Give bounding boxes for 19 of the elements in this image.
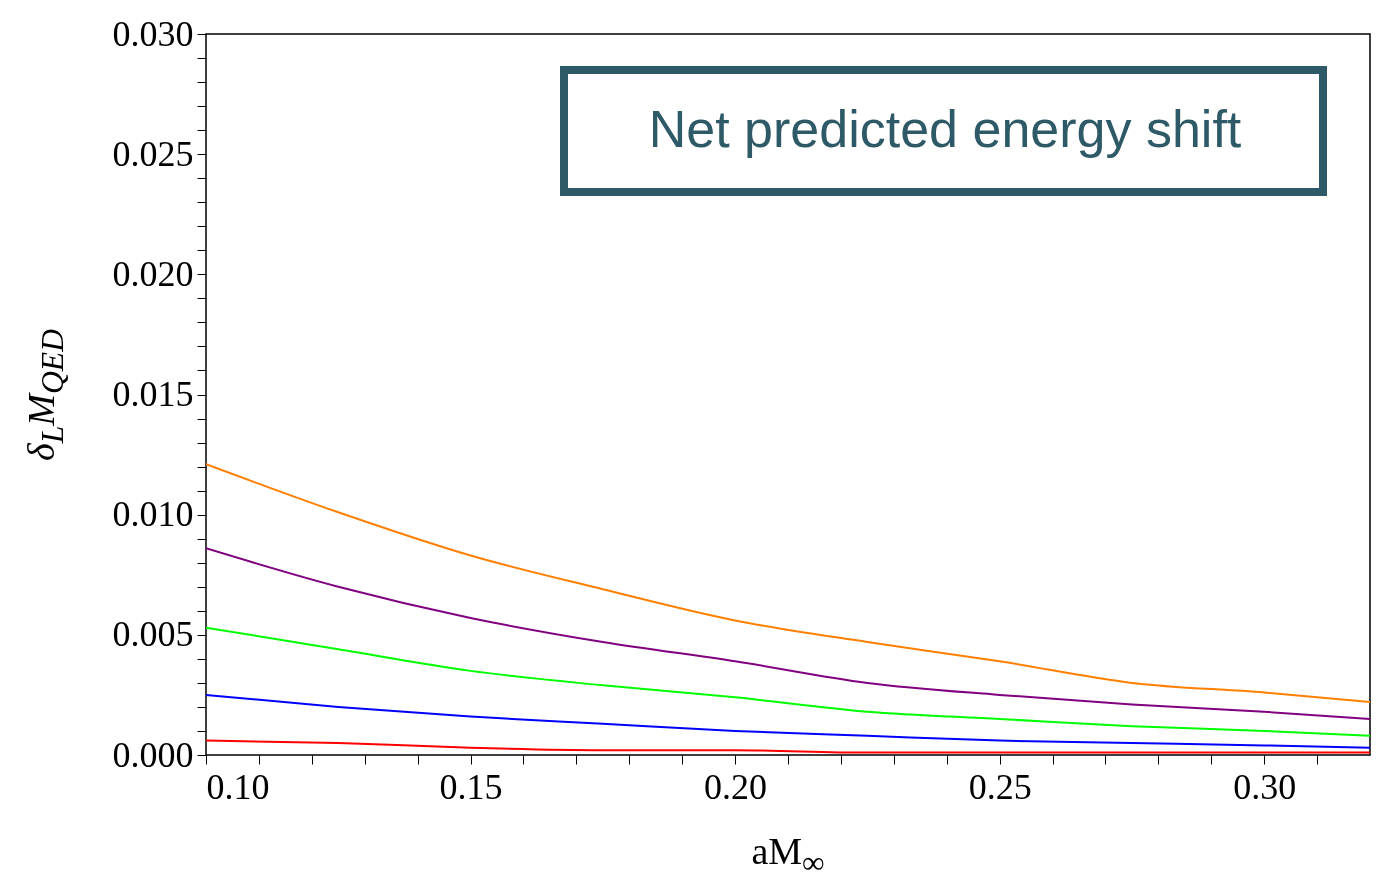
x-tick-label: 0.20 — [704, 766, 768, 807]
y-tick-label: 0.005 — [112, 614, 194, 655]
y-tick-label: 0.020 — [112, 253, 194, 294]
y-tick-label: 0.015 — [112, 374, 194, 414]
y-tick-label: 0.030 — [112, 13, 194, 54]
x-axis-title: aM$_{∞}$ — [751, 829, 825, 878]
y-tick-label: 0.010 — [112, 494, 194, 535]
line-series — [206, 547, 1370, 720]
line-series — [206, 626, 1370, 737]
line-series — [206, 463, 1370, 704]
y-tick-label: 0.000 — [112, 734, 194, 775]
x-tick-label: 0.25 — [968, 766, 1032, 807]
x-tick-label: 0.15 — [439, 766, 503, 807]
line-series — [206, 693, 1370, 749]
annotation: Net predicted energy shift — [648, 100, 1242, 158]
x-tick-label: 0.10 — [206, 766, 270, 807]
line-series — [206, 739, 1370, 754]
x-tick-label: 0.30 — [1233, 766, 1297, 807]
y-tick-label: 0.025 — [112, 133, 194, 174]
